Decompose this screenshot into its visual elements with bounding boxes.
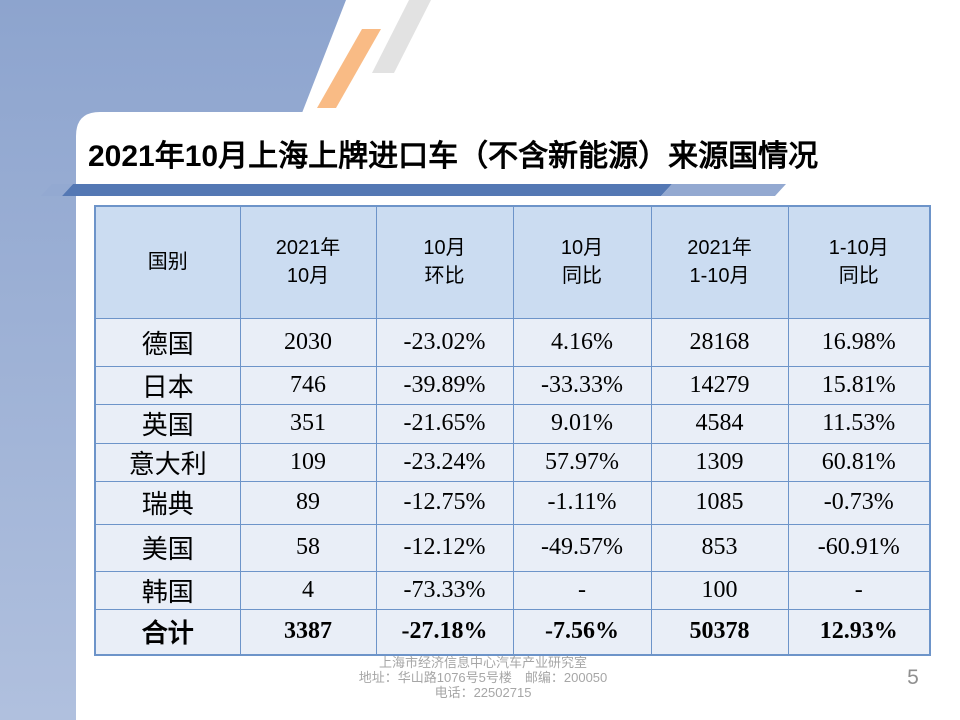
cell-value: 12.93% [787,608,931,656]
cell-country: 德国 [94,317,241,367]
cell-value: 4584 [650,403,789,444]
import-car-source-table: 国别 2021年 10月 10月 环比 10月 同比 2021年 1-10月 1… [94,205,931,656]
cell-value: -73.33% [375,570,514,610]
table-row-korea: 韩国 4 -73.33% - 100 - [94,570,931,610]
table-row-germany: 德国 2030 -23.02% 4.16% 28168 16.98% [94,317,931,367]
cell-value: -39.89% [375,365,514,405]
table-row-uk: 英国 351 -21.65% 9.01% 4584 11.53% [94,403,931,444]
cell-value: 57.97% [512,442,652,482]
cell-value: 3387 [239,608,377,656]
cell-value: 14279 [650,365,789,405]
cell-country: 韩国 [94,570,241,610]
cell-value: 351 [239,403,377,444]
cell-value: 16.98% [787,317,931,367]
cell-value: 100 [650,570,789,610]
cell-value: -60.91% [787,523,931,572]
cell-value: 9.01% [512,403,652,444]
cell-value: 2030 [239,317,377,367]
col-header-oct-mom: 10月 环比 [375,205,514,319]
cell-value: 60.81% [787,442,931,482]
cell-country: 日本 [94,365,241,405]
table-header-row: 国别 2021年 10月 10月 环比 10月 同比 2021年 1-10月 1… [94,205,931,319]
cell-value: 746 [239,365,377,405]
table-row-italy: 意大利 109 -23.24% 57.97% 1309 60.81% [94,442,931,482]
cell-value: 1309 [650,442,789,482]
cell-value: 28168 [650,317,789,367]
col-header-oct-yoy: 10月 同比 [512,205,652,319]
page-title: 2021年10月上海上牌进口车（不含新能源）来源国情况 [88,140,819,173]
cell-value: 853 [650,523,789,572]
cell-value: -27.18% [375,608,514,656]
table-row-usa: 美国 58 -12.12% -49.57% 853 -60.91% [94,523,931,572]
cell-country: 意大利 [94,442,241,482]
cell-value: 4 [239,570,377,610]
cell-value: - [512,570,652,610]
cell-value: -12.75% [375,480,514,525]
cell-country: 美国 [94,523,241,572]
table-row-sweden: 瑞典 89 -12.75% -1.11% 1085 -0.73% [94,480,931,525]
page-number: 5 [907,666,919,689]
cell-value: 89 [239,480,377,525]
cell-value: -7.56% [512,608,652,656]
gray-diagonal-stripe [372,0,431,73]
title-underline-bar-right-tip [661,184,786,196]
cell-country: 英国 [94,403,241,444]
cell-country: 瑞典 [94,480,241,525]
cell-value: -23.02% [375,317,514,367]
cell-value: -21.65% [375,403,514,444]
footer-org-name: 上海市经济信息中心汽车产业研究室 [378,655,587,670]
white-top-area [302,0,960,113]
cell-value: -1.11% [512,480,652,525]
col-header-country: 国别 [94,205,241,319]
cell-value: - [787,570,931,610]
col-header-2021-oct: 2021年 10月 [239,205,377,319]
cell-value: 109 [239,442,377,482]
cell-country: 合计 [94,608,241,656]
orange-diagonal-stripe [317,29,381,108]
table-row-japan: 日本 746 -39.89% -33.33% 14279 15.81% [94,365,931,405]
cell-value: 1085 [650,480,789,525]
cell-value: 15.81% [787,365,931,405]
title-underline-bar-left-tip [41,184,73,196]
footer: 上海市经济信息中心汽车产业研究室 地址：华山路1076号5号楼 邮编：20005… [76,655,890,700]
title-underline-bar [62,184,672,196]
cell-value: -12.12% [375,523,514,572]
col-header-2021-jan-oct: 2021年 1-10月 [650,205,789,319]
cell-value: 11.53% [787,403,931,444]
cell-value: -33.33% [512,365,652,405]
footer-address: 地址：华山路1076号5号楼 邮编：200050 [358,670,608,685]
footer-phone: 电话：22502715 [434,685,532,700]
table-row-total: 合计 3387 -27.18% -7.56% 50378 12.93% [94,608,931,656]
cell-value: -49.57% [512,523,652,572]
cell-value: -23.24% [375,442,514,482]
cell-value: -0.73% [787,480,931,525]
cell-value: 58 [239,523,377,572]
col-header-jan-oct-yoy: 1-10月 同比 [787,205,931,319]
cell-value: 50378 [650,608,789,656]
cell-value: 4.16% [512,317,652,367]
